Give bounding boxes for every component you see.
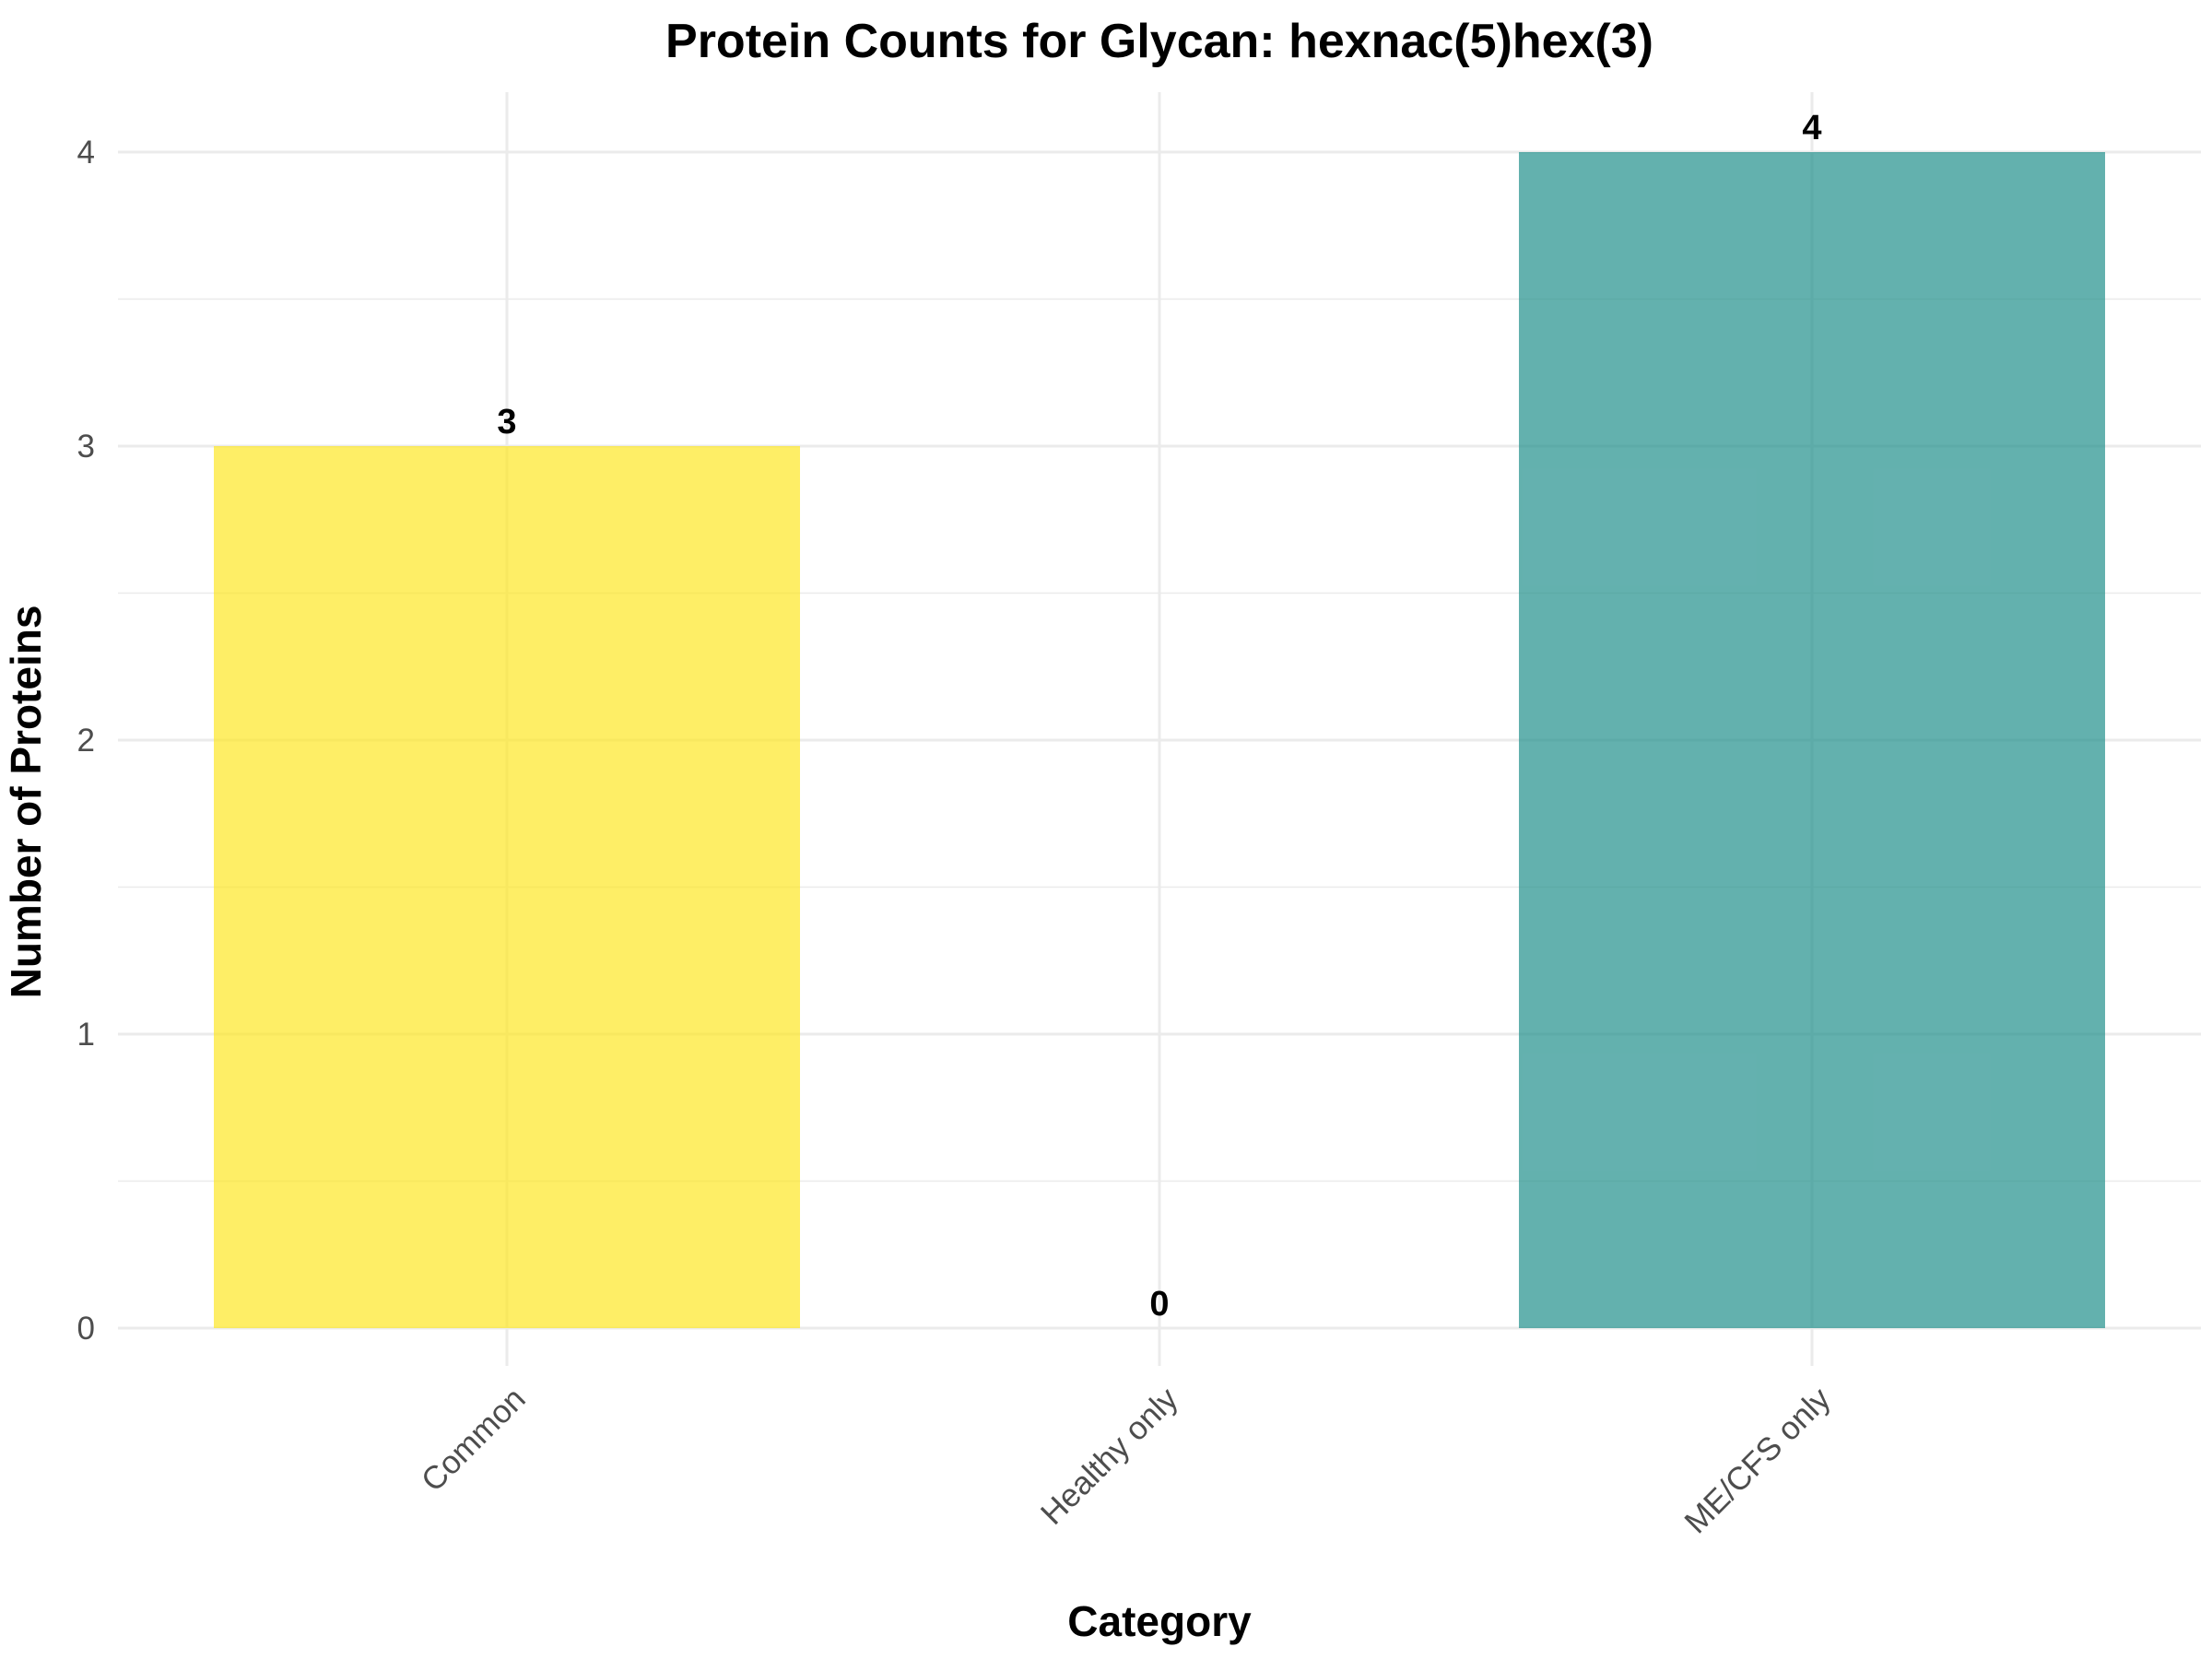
- y-tick-label: 3: [77, 429, 95, 465]
- x-axis-title: Category: [1067, 1597, 1252, 1645]
- y-axis-title: Number of Proteins: [2, 606, 50, 999]
- bars: [214, 152, 2105, 1328]
- x-tick-label: ME/CFS only: [1677, 1381, 1838, 1541]
- data-label: 3: [497, 403, 516, 441]
- y-tick-label: 0: [77, 1311, 95, 1347]
- x-tick-label: Healthy only: [1034, 1381, 1185, 1532]
- bar: [214, 446, 800, 1328]
- data-label: 4: [1802, 109, 1821, 147]
- chart-title: Protein Counts for Glycan: hexnac(5)hex(…: [665, 15, 1653, 68]
- data-labels: 3 0 4: [497, 109, 1821, 1324]
- y-tick-label: 2: [77, 723, 95, 759]
- y-axis-ticks: 0 1 2 3 4: [77, 135, 95, 1347]
- bar: [1519, 152, 2105, 1328]
- x-axis-ticks: Common Healthy only ME/CFS only: [415, 1381, 1838, 1541]
- y-tick-label: 1: [77, 1017, 95, 1053]
- data-label: 0: [1149, 1285, 1169, 1324]
- y-tick-label: 4: [77, 135, 95, 171]
- x-tick-label: Common: [415, 1381, 533, 1499]
